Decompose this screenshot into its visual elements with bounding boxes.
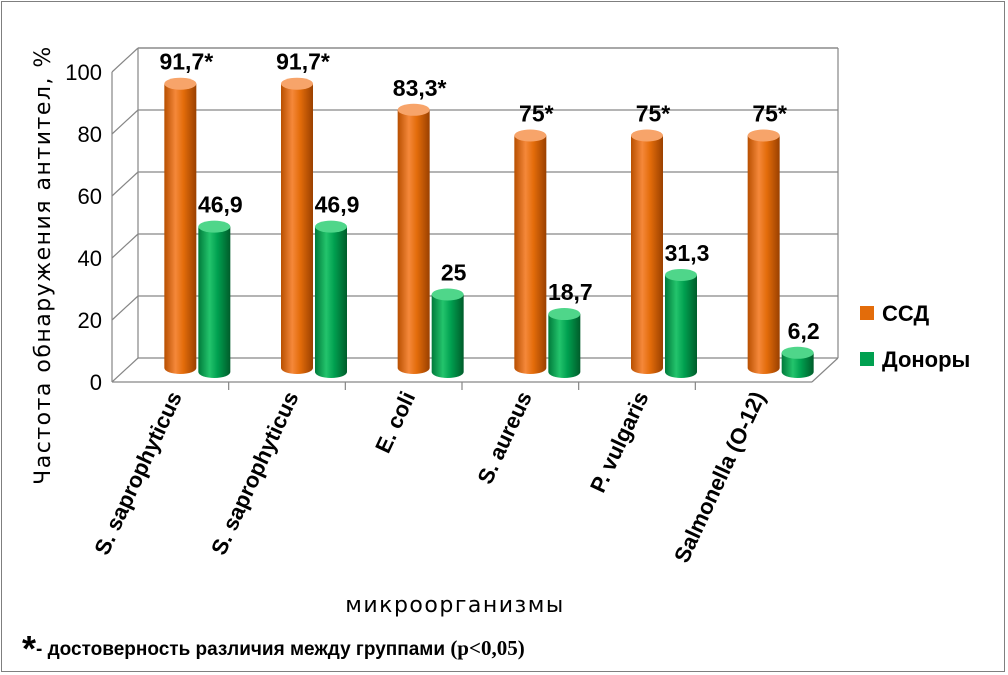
- bar-top-ssd: [164, 77, 197, 90]
- bar-donors: [781, 352, 814, 378]
- data-label-donors: 46,9: [198, 192, 243, 218]
- legend-label-donors: Доноры: [882, 347, 970, 372]
- axes: [111, 48, 839, 390]
- y-tick-label: 20: [78, 308, 102, 333]
- y-tick-label: 60: [78, 184, 102, 209]
- data-label-donors: 18,7: [548, 279, 593, 305]
- bar-donors: [548, 314, 581, 378]
- bar-top-donors: [665, 268, 697, 281]
- data-label-ssd: 75*: [752, 101, 787, 127]
- bar-top-donors: [431, 288, 464, 301]
- bar-top-ssd: [281, 77, 313, 90]
- data-label-ssd: 91,7*: [159, 49, 213, 75]
- y-tick-label: 100: [65, 60, 102, 85]
- x-category-label: S. aureus: [472, 388, 537, 488]
- floor-right-edge: [811, 357, 839, 383]
- y-tick-label: 80: [78, 122, 102, 147]
- bar-donors: [198, 226, 231, 378]
- bar-top-ssd: [514, 129, 547, 142]
- bar-top-donors: [781, 346, 814, 359]
- footnote-star: *: [22, 628, 37, 669]
- x-axis-title: микроорганизмы: [345, 593, 564, 618]
- legend: ССД Доноры: [860, 301, 970, 372]
- data-label-ssd: 91,7*: [276, 49, 330, 75]
- x-category-label: S. saprophyticus: [89, 388, 187, 559]
- data-label-ssd: 83,3*: [393, 75, 447, 101]
- gridline-side: [111, 47, 139, 73]
- y-tick-label: 40: [78, 246, 102, 271]
- data-label-ssd: 75*: [519, 101, 554, 127]
- legend-swatch-ssd: [860, 306, 874, 320]
- bar-top-donors: [198, 220, 231, 233]
- legend-swatch-donors: [860, 352, 874, 366]
- footnote-text: - достоверность различия между группами: [36, 639, 451, 660]
- bar-ssd: [514, 135, 547, 374]
- data-label-donors: 46,9: [315, 192, 360, 218]
- x-category-label: P. vulgaris: [585, 388, 653, 497]
- gridline-side: [111, 233, 139, 259]
- data-label-donors: 6,2: [788, 318, 820, 344]
- bar-ssd: [631, 135, 663, 374]
- bar-donors: [431, 294, 464, 378]
- gridline-side: [111, 171, 139, 197]
- bar-top-donors: [315, 220, 347, 233]
- bar-top-ssd: [631, 129, 663, 142]
- footnote-p-value: (p<0,05): [450, 636, 525, 660]
- x-category-label: S. saprophyticus: [206, 388, 304, 559]
- x-category-labels: S. saprophyticus S. saprophyticus E. coli S…: [89, 388, 770, 567]
- bar-ssd: [164, 83, 197, 374]
- y-tick-labels: 0 20 40 60 80 100: [65, 60, 102, 395]
- data-label-donors: 25: [441, 260, 467, 286]
- bar-top-ssd: [397, 103, 430, 116]
- gridline-side: [111, 295, 139, 321]
- bar-top-ssd: [747, 129, 780, 142]
- y-axis-title: Частота обнаружения антител, %: [31, 45, 56, 485]
- gridline-side: [111, 109, 139, 135]
- bar-ssd: [281, 83, 313, 374]
- bars: [164, 77, 814, 378]
- legend-label-ssd: ССД: [882, 301, 929, 326]
- bar-ssd: [397, 109, 430, 375]
- data-label-donors: 31,3: [665, 240, 710, 266]
- gridline-side: [111, 357, 139, 383]
- data-label-ssd: 75*: [636, 101, 671, 127]
- x-category-label: E. coli: [370, 388, 420, 457]
- footnote: *- достоверность различия между группами…: [22, 628, 525, 670]
- bar-ssd: [747, 135, 780, 374]
- bar-top-donors: [548, 308, 581, 321]
- gridlines: [111, 47, 839, 383]
- bar-donors: [665, 274, 697, 378]
- y-tick-label: 0: [90, 370, 102, 395]
- bar-donors: [315, 226, 347, 378]
- x-category-label: Salmonella (O-12): [669, 388, 770, 567]
- data-labels: 91,7* 46,9 91,7* 46,9 83,3* 25 75* 18,7 75* 31,3 7…: [159, 49, 819, 344]
